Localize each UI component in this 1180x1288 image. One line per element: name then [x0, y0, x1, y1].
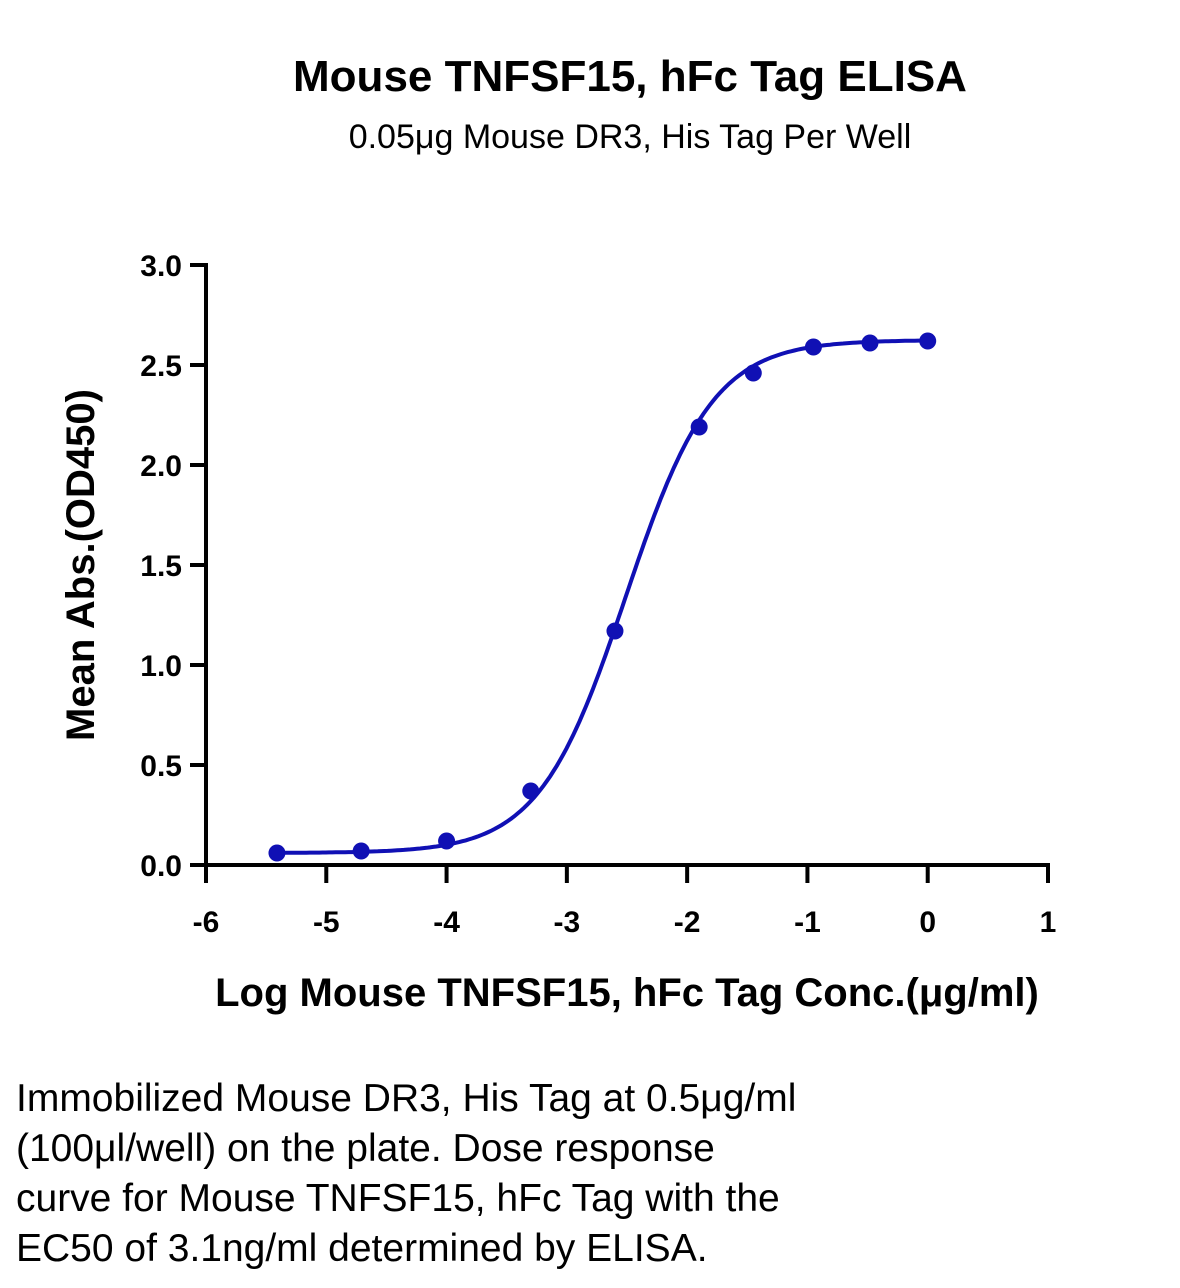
chart-axes: 0.0 0.5 1.0 1.5 2.0 2.5 3.0 -6 -5 -4 -3 -2 -1 0 1 [140, 250, 1056, 939]
x-tick-label: -4 [433, 906, 460, 939]
data-point [352, 842, 370, 860]
y-tick-label: 0.5 [140, 750, 182, 783]
data-point [690, 418, 708, 436]
data-point [919, 332, 937, 350]
chart-plot: 0.0 0.5 1.0 1.5 2.0 2.5 3.0 -6 -5 -4 -3 -2 -1 0 1 Log … [59, 250, 1056, 1015]
data-point [438, 832, 456, 850]
y-axis-title: Mean Abs.(OD450) [59, 389, 103, 741]
x-tick-label: 0 [919, 906, 936, 939]
caption-line: Immobilized Mouse DR3, His Tag at 0.5μg/… [16, 1077, 797, 1120]
figure-caption: Immobilized Mouse DR3, His Tag at 0.5μg/… [16, 1074, 1016, 1274]
x-tick-label: -5 [313, 906, 340, 939]
data-point [861, 334, 879, 352]
caption-line: curve for Mouse TNFSF15, hFc Tag with th… [16, 1177, 780, 1220]
y-tick-label: 3.0 [140, 250, 182, 283]
data-point [744, 364, 762, 382]
chart-title: Mouse TNFSF15, hFc Tag ELISA [293, 52, 967, 101]
x-tick-label: 1 [1040, 906, 1057, 939]
x-tick-label: -2 [674, 906, 701, 939]
x-axis-title: Log Mouse TNFSF15, hFc Tag Conc.(μg/ml) [215, 971, 1039, 1015]
x-tick-label: -3 [554, 906, 581, 939]
x-tick-label: -1 [794, 906, 821, 939]
chart-marks [268, 332, 937, 862]
y-tick-label: 1.5 [140, 550, 182, 583]
x-tick-label: -6 [193, 906, 220, 939]
y-tick-label: 0.0 [140, 850, 182, 883]
data-point [606, 622, 624, 640]
caption-line: (100μl/well) on the plate. Dose response [16, 1127, 715, 1170]
data-point [268, 844, 286, 862]
chart-subtitle: 0.05μg Mouse DR3, His Tag Per Well [348, 118, 912, 156]
y-tick-label: 2.0 [140, 450, 182, 483]
y-tick-label: 2.5 [140, 350, 182, 383]
data-point [522, 782, 540, 800]
data-point [804, 338, 822, 356]
caption-line: EC50 of 3.1ng/ml determined by ELISA. [16, 1227, 708, 1270]
y-tick-label: 1.0 [140, 650, 182, 683]
fit-curve [277, 338, 928, 855]
